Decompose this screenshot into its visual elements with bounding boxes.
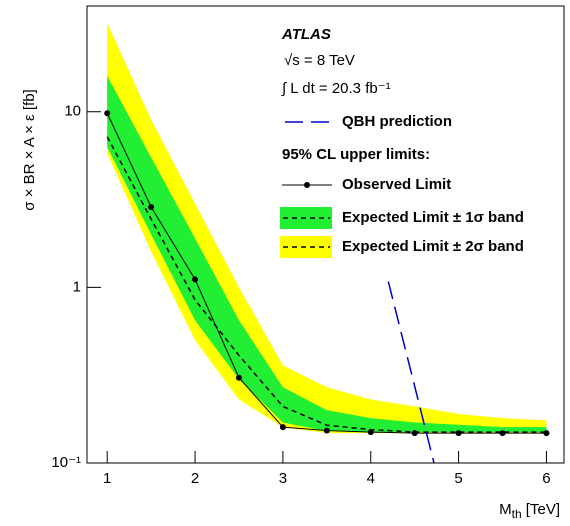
observed-point	[235, 374, 242, 381]
y-tick-label: 1	[73, 278, 81, 295]
legend-label: Expected Limit ± 2σ band	[342, 238, 524, 255]
y-axis-label: σ × BR × A × ε [fb]	[21, 89, 38, 210]
observed-point	[323, 427, 330, 434]
observed-point	[543, 430, 550, 437]
legend: QBH prediction Observed Limit Expected Lim…	[280, 113, 524, 258]
observed-point	[455, 430, 462, 437]
plot-area	[104, 23, 550, 463]
x-axis-label: Mth [TeV]	[499, 501, 560, 521]
lumi-label: ∫ L dt = 20.3 fb⁻¹	[281, 80, 391, 97]
x-label-sub: th	[512, 507, 522, 521]
x-tick-label: 6	[542, 470, 550, 487]
qbh-line	[387, 281, 435, 463]
x-label-main: M	[499, 501, 512, 518]
frame	[86, 5, 565, 464]
observed-point	[148, 203, 155, 210]
energy-label: √s = 8 TeV	[284, 52, 355, 69]
legend-header: 95% CL upper limits:	[282, 146, 430, 163]
x-label-unit: [TeV]	[522, 501, 560, 518]
x-tick-label: 1	[103, 470, 111, 487]
x-tick-label: 4	[367, 470, 375, 487]
band	[107, 75, 547, 433]
observed-point	[411, 430, 418, 437]
legend-label: QBH prediction	[342, 113, 452, 130]
observed-point	[279, 424, 286, 431]
observed-point	[499, 430, 506, 437]
y-tick-label: 10⁻¹	[51, 454, 81, 471]
atlas-label: ATLAS	[281, 26, 331, 43]
legend-label: Observed Limit	[342, 176, 451, 193]
legend-observed-dot	[304, 182, 310, 188]
observed-point	[192, 276, 199, 283]
y-tick-label: 10	[64, 103, 81, 120]
x-tick-label: 5	[454, 470, 462, 487]
observed-point	[104, 110, 111, 117]
x-tick-label: 2	[191, 470, 199, 487]
legend-label: Expected Limit ± 1σ band	[342, 209, 524, 226]
line	[106, 136, 547, 433]
x-tick-label: 3	[279, 470, 287, 487]
observed-point	[367, 429, 374, 436]
